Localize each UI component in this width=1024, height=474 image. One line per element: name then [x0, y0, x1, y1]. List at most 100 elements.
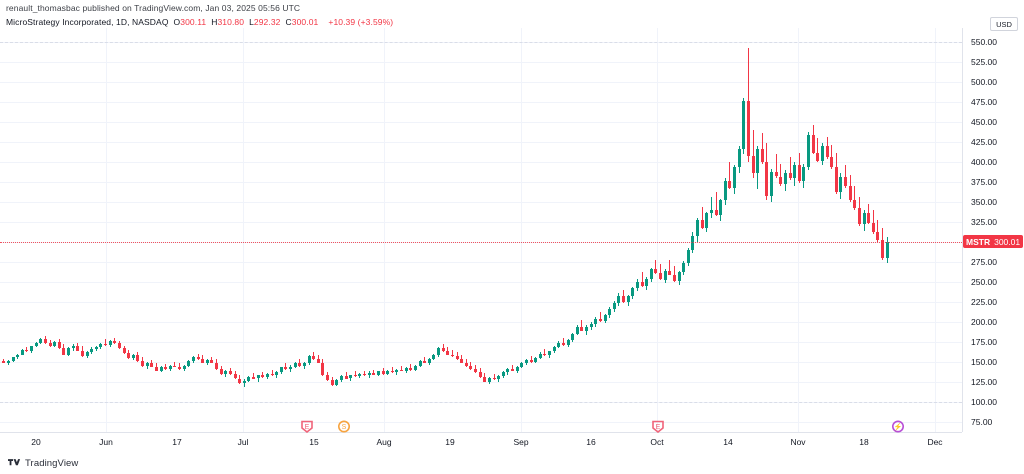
price-axis-tick-label: 100.00	[971, 396, 997, 407]
candle-body	[516, 366, 519, 371]
candle-wick	[285, 363, 286, 370]
candle-wick	[475, 364, 476, 373]
candle-body	[826, 146, 829, 158]
current-price-badge[interactable]: MSTR 300.01	[963, 235, 1024, 249]
candle-body	[747, 101, 750, 156]
candle-body	[631, 288, 634, 297]
candle-wick	[211, 356, 212, 364]
candle-body	[437, 348, 440, 356]
candle-body	[395, 369, 398, 373]
candle-body	[442, 348, 445, 352]
earnings-marker[interactable]: E	[301, 420, 314, 433]
candle-body	[701, 219, 704, 228]
symbol-title[interactable]: MicroStrategy Incorporated, 1D, NASDAQ	[6, 17, 169, 27]
candle-body	[358, 373, 361, 377]
candle-body	[853, 200, 856, 209]
candle-body	[497, 376, 500, 380]
candle-wick	[780, 163, 781, 187]
candle-body	[335, 380, 338, 385]
candle-body	[67, 348, 70, 355]
candle-body	[733, 166, 736, 188]
close-value: 300.01	[291, 17, 319, 27]
candle-body	[210, 360, 213, 363]
candle-body	[340, 376, 343, 381]
candle-body	[377, 371, 380, 375]
candle-body	[76, 345, 79, 351]
candle-body	[789, 173, 792, 179]
candle-wick	[845, 165, 846, 188]
candle-body	[243, 380, 246, 384]
earnings-marker[interactable]: E	[652, 420, 665, 433]
grid-line-horizontal	[0, 142, 962, 144]
candle-body	[400, 369, 403, 371]
high-label: H	[211, 17, 218, 27]
candle-body	[761, 149, 764, 163]
candle-body	[206, 360, 209, 363]
candle-body	[456, 356, 459, 360]
tradingview-logo[interactable]: TradingView	[8, 458, 78, 469]
candle-wick	[174, 361, 175, 368]
price-axis-tick-label: 550.00	[971, 37, 997, 48]
candle-body	[308, 356, 311, 364]
candle-body	[16, 354, 19, 358]
candle-wick	[600, 312, 601, 322]
time-axis-tick-label: 14	[723, 437, 733, 447]
candle-body	[604, 315, 607, 321]
time-axis-tick-label: Jul	[237, 437, 249, 447]
candle-wick	[753, 130, 754, 179]
footer-bar: TradingView	[0, 452, 1024, 474]
candle-body	[460, 359, 463, 363]
candle-body	[502, 372, 505, 377]
candle-body	[585, 327, 588, 331]
time-axis-tick-label: Jun	[99, 437, 113, 447]
candle-wick	[424, 356, 425, 364]
candle-wick	[817, 138, 818, 163]
time-axis[interactable]: 20 Jun 17 Jul 15 Aug 19 Sep 16 Oct 14 Nov 18 Dec	[0, 432, 962, 453]
candle-body	[72, 345, 75, 349]
candle-body	[872, 222, 875, 233]
candle-body	[164, 366, 167, 369]
svg-text:E: E	[656, 424, 661, 431]
candle-body	[446, 351, 449, 355]
candle-body	[86, 352, 89, 357]
candle-body	[710, 210, 713, 214]
candle-body	[622, 296, 625, 302]
grid-line-horizontal	[0, 102, 962, 104]
grid-line-vertical	[521, 28, 522, 432]
candle-body	[673, 274, 676, 282]
candle-body	[594, 318, 597, 325]
candle-body	[146, 363, 149, 366]
dividend-marker[interactable]: S	[338, 420, 351, 433]
currency-button[interactable]: USD	[990, 17, 1018, 31]
candle-wick	[729, 162, 730, 190]
grid-line-horizontal	[0, 162, 962, 164]
candle-body	[247, 376, 250, 381]
candle-body	[284, 367, 287, 369]
candle-body	[113, 340, 116, 344]
candle-body	[738, 149, 741, 167]
candle-body	[719, 200, 722, 215]
candle-body	[798, 165, 801, 182]
chart-plot-area[interactable]	[0, 28, 962, 432]
candle-wick	[253, 372, 254, 380]
candle-wick	[531, 356, 532, 363]
event-marker[interactable]: ⚡	[892, 420, 905, 433]
price-axis-tick-label: 225.00	[971, 296, 997, 307]
time-axis-tick-label: Oct	[650, 437, 664, 447]
candle-body	[645, 278, 648, 286]
candle-wick	[831, 144, 832, 169]
candle-body	[705, 213, 708, 228]
candle-body	[197, 356, 200, 360]
chart-legend: MicroStrategy Incorporated, 1D, NASDAQ O3…	[6, 17, 393, 27]
candle-body	[835, 166, 838, 193]
candle-body	[215, 362, 218, 369]
change-value: +10.39 (+3.59%)	[328, 17, 394, 27]
time-axis-tick-label: 16	[586, 437, 596, 447]
grid-line-vertical	[384, 28, 385, 432]
candle-body	[483, 376, 486, 382]
candle-body	[668, 270, 671, 275]
candle-wick	[262, 372, 263, 378]
price-axis[interactable]: 550.00 525.00 500.00 475.00 450.00 425.00 400.…	[962, 28, 1024, 432]
candle-body	[548, 351, 551, 356]
